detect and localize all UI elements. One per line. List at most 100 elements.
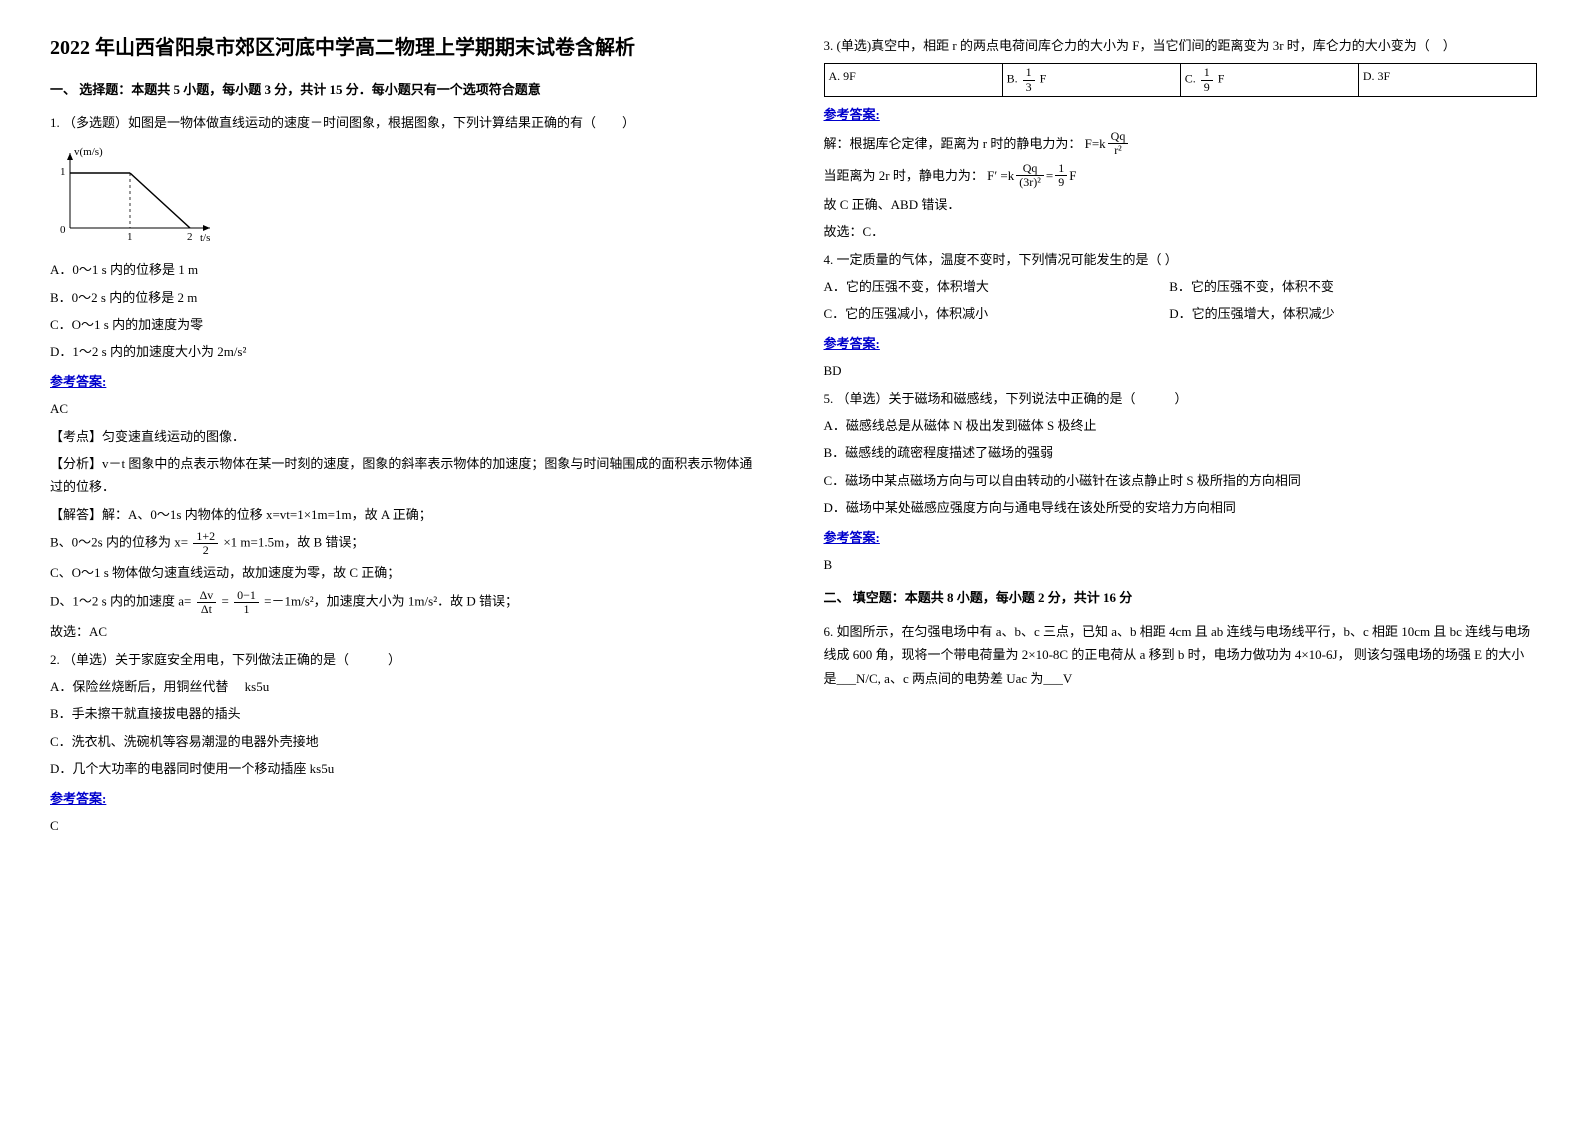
q3-sol2-d2: 9 [1055, 176, 1067, 189]
q5-optC: C．磁场中某点磁场方向与可以自由转动的小磁针在该点静止时 S 极所指的方向相同 [824, 469, 1538, 492]
q3-c-suf: F [1218, 72, 1225, 86]
q1-ans: AC [50, 397, 764, 420]
q4-stem: 4. 一定质量的气体，温度不变时，下列情况可能发生的是（ ） [824, 248, 1538, 271]
q3-sol2-suf: F [1069, 164, 1076, 187]
q3-opt-a: A. 9F [824, 64, 1002, 96]
q1-an4: C、O～1 s 物体做匀速直线运动，故加速度为零，故 C 正确； [50, 561, 764, 584]
q4-answer-label: 参考答案: [824, 332, 1538, 355]
svg-text:1: 1 [60, 166, 66, 178]
q1-stem: 1. （多选题）如图是一物体做直线运动的速度－时间图象，根据图象，下列计算结果正… [50, 111, 764, 134]
q3-sol2-eq-pre: F′ =k [987, 164, 1014, 187]
q3-sol2-frac1: Qq (3r)² [1016, 162, 1044, 189]
q3-sol3: 故 C 正确、ABD 错误． [824, 193, 1538, 216]
section2-head: 二、 填空题：本题共 8 小题，每小题 2 分，共计 16 分 [824, 586, 1538, 609]
q1-an3-suf: ×1 m=1.5m，故 B 错误； [223, 535, 364, 550]
q1-optA: A．0～1 s 内的位移是 1 m [50, 258, 764, 281]
q3-sol1-pre: 解：根据库仑定律，距离为 r 时的静电力为： [824, 136, 1082, 151]
q2-optA: A．保险丝烧断后，用铜丝代替 ks5u [50, 675, 764, 698]
q1-an5-n2: 0−1 [234, 589, 259, 603]
q1-an5-f1: Δv Δt [197, 589, 217, 616]
q3-answer-label: 参考答案: [824, 103, 1538, 126]
q3-sol1-frac: Qq r² [1108, 130, 1129, 157]
q4-optD: D．它的压强增大，体积减少 [1169, 302, 1511, 325]
q1-optD: D．1～2 s 内的加速度大小为 2m/s² [50, 340, 764, 363]
q4-row1: A．它的压强不变，体积增大 B．它的压强不变，体积不变 [824, 275, 1538, 298]
q1-optC: C．O～1 s 内的加速度为零 [50, 313, 764, 336]
q3-sol2: 当距离为 2r 时，静电力为： F′ =k Qq (3r)² = 1 9 F [824, 162, 1538, 189]
q3-a-val: 9F [843, 69, 856, 83]
q3-sol2-eq: F′ =k Qq (3r)² = 1 9 F [987, 162, 1076, 189]
q2-optD: D．几个大功率的电器同时使用一个移动插座 ks5u [50, 757, 764, 780]
q1-an5-n1: Δv [197, 589, 217, 603]
q3-sol2-mid: = [1046, 164, 1053, 187]
q1-an5-pre: D、1～2 s 内的加速度 a= [50, 594, 191, 609]
q4-row2: C．它的压强减小，体积减小 D．它的压强增大，体积减少 [824, 302, 1538, 325]
q1-vt-graph: v(m/s) t/s 1 0 1 2 [50, 143, 220, 250]
section1-head: 一、 选择题：本题共 5 小题，每小题 3 分，共计 15 分．每小题只有一个选… [50, 78, 764, 101]
q2-stem: 2. （单选）关于家庭安全用电，下列做法正确的是（ ） [50, 648, 764, 671]
q1-an5: D、1～2 s 内的加速度 a= Δv Δt = 0−1 1 =－1m/s²，加… [50, 589, 764, 616]
q3-stem: 3. (单选)真空中，相距 r 的两点电荷间库仑力的大小为 F，当它们间的距离变… [824, 34, 1538, 57]
q1-answer-label: 参考答案: [50, 370, 764, 393]
doc-title: 2022 年山西省阳泉市郊区河底中学高二物理上学期期末试卷含解析 [50, 30, 764, 66]
q5-optA: A．磁感线总是从磁体 N 极出发到磁体 S 极终止 [824, 414, 1538, 437]
q1-an3: B、0～2s 内的位移为 x= 1+2 2 ×1 m=1.5m，故 B 错误； [50, 530, 764, 557]
q1-an3-den: 2 [193, 544, 218, 557]
q3-d-lab: D. [1363, 69, 1375, 83]
q5-optB: B．磁感线的疏密程度描述了磁场的强弱 [824, 441, 1538, 464]
q1-an3-pre: B、0～2s 内的位移为 x= [50, 535, 188, 550]
q1-kd: 【考点】匀变速直线运动的图像． [50, 425, 764, 448]
q5-ans: B [824, 553, 1538, 576]
q5-stem: 5. （单选）关于磁场和磁感线，下列说法中正确的是（ ） [824, 387, 1538, 410]
q4-optB: B．它的压强不变，体积不变 [1169, 275, 1511, 298]
q1-an5-d1: Δt [197, 603, 217, 616]
q2-optB: B．手未擦干就直接拔电器的插头 [50, 702, 764, 725]
q3-sol1-eq-pre: F=k [1085, 132, 1106, 155]
q3-sol2-eq-n: Qq [1016, 162, 1044, 176]
q3-c-lab: C. [1185, 72, 1196, 86]
q6-stem: 6. 如图所示，在匀强电场中有 a、b、c 三点，已知 a、b 相距 4cm 且… [824, 620, 1538, 690]
q3-sol1-eq-d: r² [1108, 144, 1129, 157]
q3-b-frac: 1 3 [1023, 66, 1035, 93]
q3-b-d: 3 [1023, 81, 1035, 94]
q1-an5-suf: =－1m/s²，加速度大小为 1m/s²．故 D 错误； [264, 594, 518, 609]
left-column: 2022 年山西省阳泉市郊区河底中学高二物理上学期期末试卷含解析 一、 选择题：… [50, 30, 794, 1092]
q1-an6: 故选：AC [50, 620, 764, 643]
q1-an3-num: 1+2 [193, 530, 218, 544]
q3-d-val: 3F [1378, 69, 1391, 83]
q3-c-frac: 1 9 [1201, 66, 1213, 93]
q3-options-table: A. 9F B. 1 3 F C. 1 9 [824, 63, 1538, 96]
svg-text:t/s: t/s [200, 232, 210, 243]
q3-b-suf: F [1040, 72, 1047, 86]
q3-opt-d: D. 3F [1358, 64, 1536, 96]
q3-sol2-pre: 当距离为 2r 时，静电力为： [824, 168, 984, 183]
q2-optC: C．洗衣机、洗碗机等容易潮湿的电器外壳接地 [50, 730, 764, 753]
q1-an3-frac: 1+2 2 [193, 530, 218, 557]
svg-text:v(m/s): v(m/s) [74, 146, 103, 158]
q4-optA: A．它的压强不变，体积增大 [824, 275, 1166, 298]
q3-a-lab: A. [829, 69, 841, 83]
q4-ans: BD [824, 359, 1538, 382]
q4-optC: C．它的压强减小，体积减小 [824, 302, 1166, 325]
q3-sol2-n2: 1 [1055, 162, 1067, 176]
q3-sol2-frac2: 1 9 [1055, 162, 1067, 189]
q3-opt-c: C. 1 9 F [1180, 64, 1358, 96]
q5-optD: D．磁场中某处磁感应强度方向与通电导线在该处所受的安培力方向相同 [824, 496, 1538, 519]
page: 2022 年山西省阳泉市郊区河底中学高二物理上学期期末试卷含解析 一、 选择题：… [0, 0, 1587, 1122]
q3-sol4: 故选：C． [824, 220, 1538, 243]
q2-ans: C [50, 814, 764, 837]
q1-an5-mid: = [222, 594, 229, 609]
right-column: 3. (单选)真空中，相距 r 的两点电荷间库仑力的大小为 F，当它们间的距离变… [794, 30, 1538, 1092]
q3-sol1: 解：根据库仑定律，距离为 r 时的静电力为： F=k Qq r² [824, 130, 1538, 157]
q1-an5-f2: 0−1 1 [234, 589, 259, 616]
q5-answer-label: 参考答案: [824, 526, 1538, 549]
svg-text:0: 0 [60, 224, 66, 236]
q1-an1: 【分析】v－t 图象中的点表示物体在某一时刻的速度，图象的斜率表示物体的加速度；… [50, 452, 764, 499]
q1-an5-d2: 1 [234, 603, 259, 616]
svg-text:2: 2 [187, 231, 193, 243]
q3-sol1-eq-n: Qq [1108, 130, 1129, 144]
q1-an2: 【解答】解：A、0～1s 内物体的位移 x=vt=1×1m=1m，故 A 正确； [50, 503, 764, 526]
q3-b-lab: B. [1007, 72, 1018, 86]
q2-answer-label: 参考答案: [50, 787, 764, 810]
q3-c-n: 1 [1201, 66, 1213, 80]
